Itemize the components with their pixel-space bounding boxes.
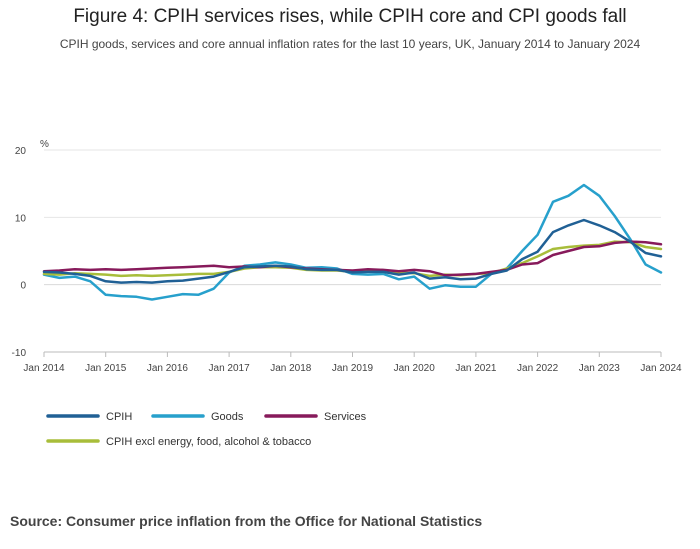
legend-label: CPIH <box>106 411 132 423</box>
y-tick-label: 20 <box>15 146 27 157</box>
y-axis-label: % <box>40 139 49 150</box>
x-tick-label: Jan 2015 <box>85 363 127 374</box>
legend-label: Goods <box>211 411 244 423</box>
x-tick-label: Jan 2018 <box>270 363 312 374</box>
x-tick-label: Jan 2016 <box>147 363 189 374</box>
x-tick-label: Jan 2020 <box>394 363 436 374</box>
legend-label: Services <box>324 411 367 423</box>
x-tick-label: Jan 2019 <box>332 363 374 374</box>
legend-label: CPIH excl energy, food, alcohol & tobacc… <box>106 436 311 448</box>
y-tick-label: -10 <box>12 348 27 359</box>
series-line-goods <box>42 183 663 301</box>
series-line-cpih <box>42 218 663 284</box>
y-tick-label: 0 <box>20 281 26 292</box>
source-note: Source: Consumer price inflation from th… <box>10 513 483 529</box>
x-tick-label: Jan 2023 <box>579 363 621 374</box>
series-line-services <box>42 240 663 277</box>
y-tick-label: 10 <box>15 213 27 224</box>
x-tick-label: Jan 2014 <box>23 363 65 374</box>
x-tick-label: Jan 2017 <box>209 363 251 374</box>
x-tick-label: Jan 2024 <box>640 363 682 374</box>
chart-title: Figure 4: CPIH services rises, while CPI… <box>73 6 627 27</box>
x-tick-label: Jan 2022 <box>517 363 559 374</box>
x-tick-label: Jan 2021 <box>455 363 497 374</box>
chart-subtitle: CPIH goods, services and core annual inf… <box>59 37 641 51</box>
